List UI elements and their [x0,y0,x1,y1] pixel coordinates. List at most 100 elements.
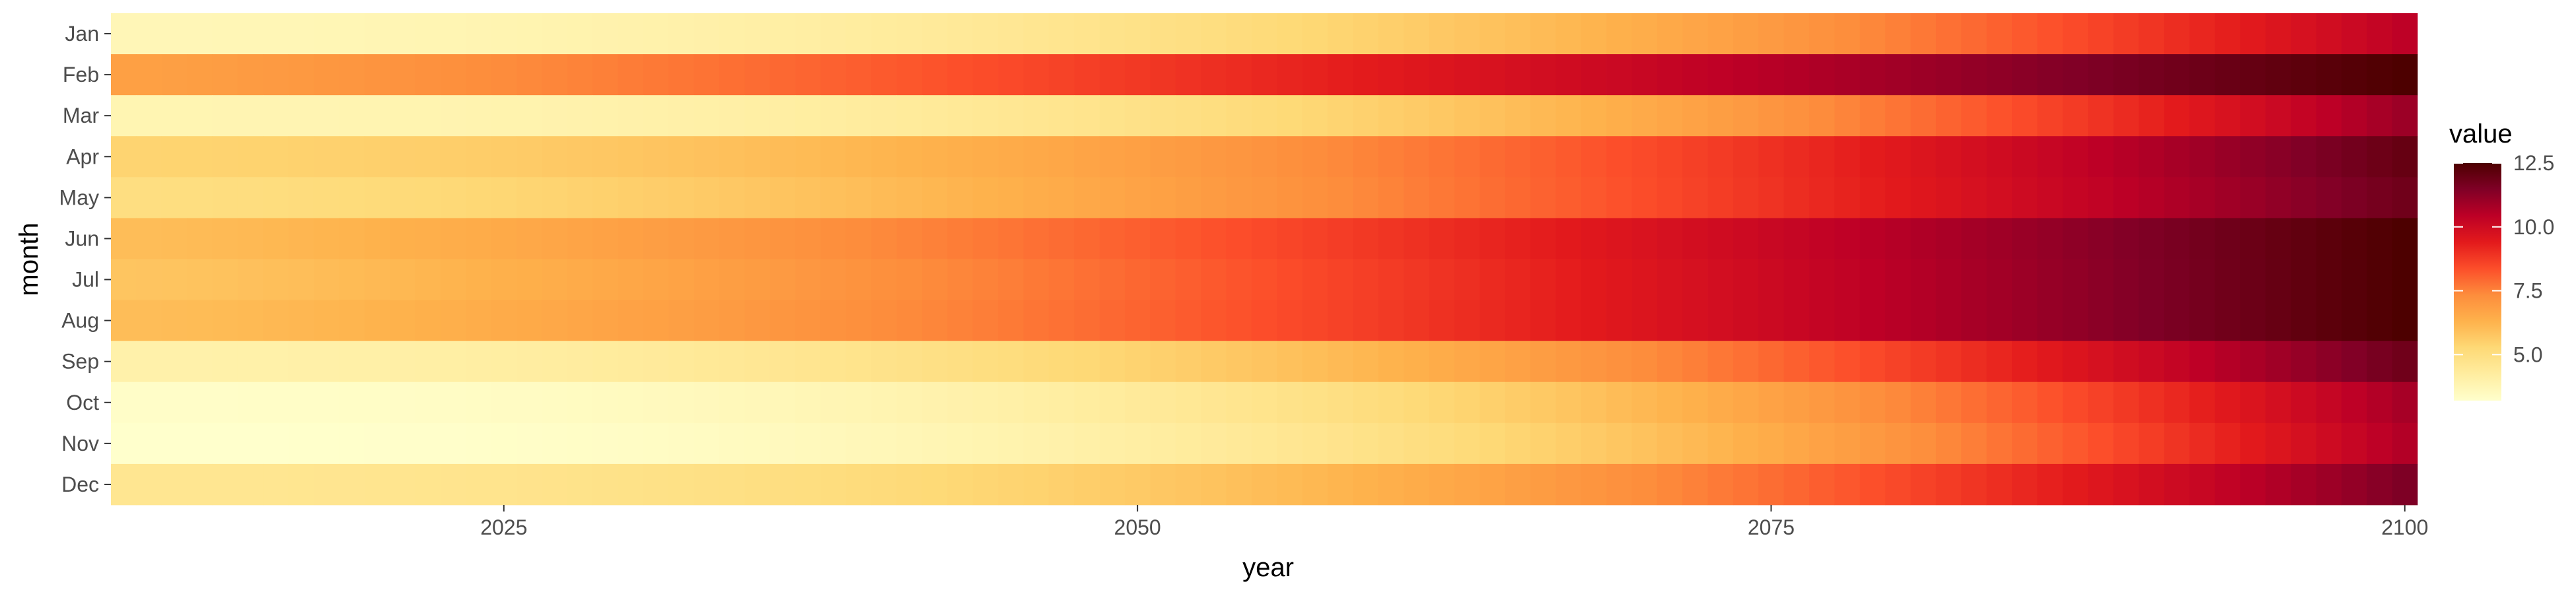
heatmap-cell-mar-2074 [1733,95,1759,137]
heatmap-cell-mar-2029 [592,95,618,137]
heatmap-cell-jun-2066 [1530,218,1556,259]
heatmap-cell-jan-2044 [972,13,999,55]
heatmap-cell-apr-2016 [263,136,289,178]
heatmap-cell-apr-2096 [2291,136,2316,178]
x-tick-label-2050: 2050 [1114,515,1161,539]
heatmap-cell-may-2070 [1631,177,1658,218]
heatmap-cell-jun-2024 [466,218,491,259]
heatmap-cell-jul-2094 [2240,259,2266,300]
heatmap-cell-jun-2017 [288,218,314,259]
heatmap-cell-oct-2087 [2062,381,2089,424]
heatmap-cell-aug-2067 [1556,300,1582,342]
heatmap-cell-jan-2083 [1961,13,1987,55]
heatmap-cell-may-2017 [288,177,314,218]
heatmap-cell-dec-2012 [161,463,188,506]
heatmap-cell-may-2052 [1175,177,1201,218]
heatmap-cell-mar-2062 [1429,95,1455,137]
heatmap-cell-jun-2013 [187,218,213,259]
heatmap-cell-sep-2014 [212,341,238,383]
heatmap-cell-nov-2011 [136,422,162,465]
heatmap-cell-jul-2090 [2138,259,2165,300]
heatmap-cell-jul-2080 [1885,259,1911,300]
heatmap-cell-jul-2011 [136,259,162,300]
heatmap-cell-nov-2024 [466,422,491,465]
heatmap-cell-feb-2091 [2164,54,2190,96]
heatmap-cell-jul-2045 [998,259,1024,300]
heatmap-cell-jan-2010 [111,13,137,55]
heatmap-cell-dec-2058 [1327,463,1353,506]
heatmap-cell-jun-2022 [415,218,441,259]
heatmap-cell-jul-2091 [2164,259,2190,300]
heatmap-cell-dec-2027 [542,463,568,506]
heatmap-cell-nov-2057 [1302,422,1328,465]
heatmap-cell-apr-2061 [1404,136,1429,178]
heatmap-cell-jul-2021 [390,259,415,300]
heatmap-cell-jun-2052 [1175,218,1201,259]
heatmap-cell-sep-2060 [1378,341,1404,383]
heatmap-cell-dec-2042 [921,463,948,506]
heatmap-cell-jun-2015 [237,218,264,259]
heatmap-cell-may-2080 [1885,177,1911,218]
heatmap-cell-jul-2054 [1226,259,1252,300]
heatmap-cell-jul-2026 [516,259,542,300]
heatmap-cell-jun-2050 [1124,218,1151,259]
heatmap-cell-jul-2072 [1682,259,1708,300]
heatmap-cell-apr-2019 [339,136,365,178]
heatmap-cell-may-2032 [668,177,694,218]
heatmap-cell-may-2074 [1733,177,1759,218]
heatmap-cell-jan-2080 [1885,13,1911,55]
heatmap-cell-apr-2041 [896,136,923,178]
heatmap-cell-may-2089 [2113,177,2139,218]
heatmap-cell-jul-2081 [1910,259,1937,300]
heatmap-cell-may-2095 [2265,177,2291,218]
heatmap-cell-dec-2030 [618,463,644,506]
heatmap-cell-sep-2022 [415,341,441,383]
heatmap-cell-nov-2084 [1986,422,2013,465]
heatmap-cell-apr-2029 [592,136,618,178]
y-tick-label-dec: Dec [61,473,99,496]
heatmap-cell-may-2049 [1099,177,1126,218]
heatmap-cell-jul-2019 [339,259,365,300]
heatmap-cell-aug-2035 [744,300,771,342]
heatmap-cell-sep-2046 [1023,341,1050,383]
heatmap-cell-oct-2056 [1277,381,1303,424]
heatmap-cell-jul-2020 [364,259,390,300]
heatmap-cell-nov-2077 [1809,422,1835,465]
heatmap-cell-apr-2099 [2367,136,2393,178]
heatmap-cell-mar-2016 [263,95,289,137]
heatmap-cell-may-2078 [1834,177,1861,218]
heatmap-cell-dec-2067 [1556,463,1582,506]
heatmap-cell-dec-2045 [998,463,1024,506]
heatmap-cell-apr-2023 [440,136,466,178]
heatmap-cell-jun-2042 [921,218,948,259]
heatmap-cell-feb-2043 [947,54,974,96]
heatmap-cell-jun-2065 [1505,218,1531,259]
heatmap-cell-apr-2086 [2037,136,2063,178]
heatmap-cell-sep-2072 [1682,341,1708,383]
heatmap-cell-jan-2043 [947,13,974,55]
heatmap-cell-aug-2046 [1023,300,1050,342]
heatmap-cell-sep-2026 [516,341,542,383]
heatmap-cell-apr-2047 [1048,136,1075,178]
heatmap-cell-feb-2097 [2316,54,2342,96]
heatmap-cell-jan-2076 [1783,13,1810,55]
heatmap-cell-aug-2082 [1935,300,1962,342]
heatmap-cell-jul-2060 [1378,259,1404,300]
heatmap-cell-aug-2063 [1454,300,1480,342]
heatmap-cell-jul-2018 [313,259,340,300]
heatmap-cell-aug-2011 [136,300,162,342]
heatmap-cell-nov-2020 [364,422,390,465]
heatmap-cell-mar-2089 [2113,95,2139,137]
heatmap-cell-sep-2095 [2265,341,2291,383]
heatmap-cell-jan-2033 [694,13,720,55]
heatmap-cell-jul-2053 [1201,259,1227,300]
heatmap-cell-feb-2030 [618,54,644,96]
heatmap-cell-aug-2029 [592,300,618,342]
heatmap-cell-feb-2029 [592,54,618,96]
heatmap-cell-feb-2052 [1175,54,1201,96]
heatmap-cell-dec-2079 [1859,463,1886,506]
heatmap-cell-feb-2040 [871,54,897,96]
x-tick-label-2025: 2025 [480,515,527,539]
heatmap-cell-oct-2015 [237,381,264,424]
heatmap-cell-jan-2053 [1201,13,1227,55]
